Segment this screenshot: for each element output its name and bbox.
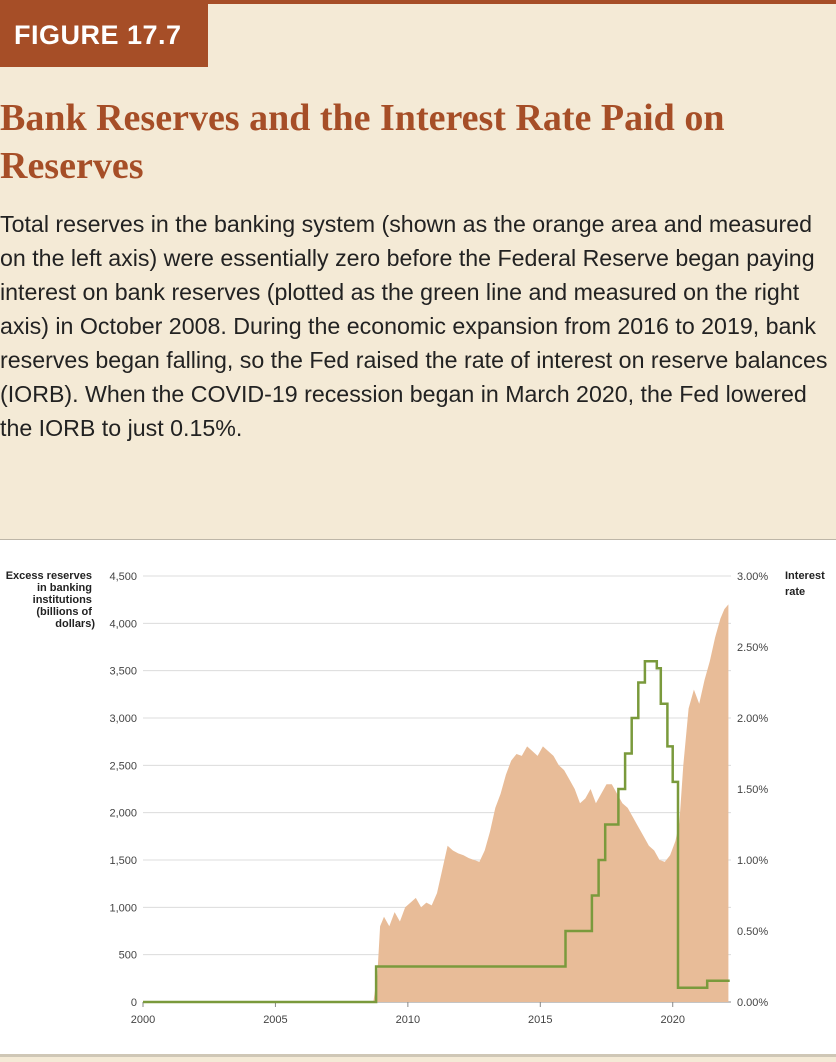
y-left-tick-label: 2,500 <box>109 760 137 772</box>
y-left-tick-label: 500 <box>119 950 137 962</box>
figure-title: Bank Reserves and the Interest Rate Paid… <box>0 97 725 187</box>
tick-labels: 0 500 1,000 1,500 2,000 2,500 3,000 3,500 4,000 4… <box>109 571 768 1026</box>
x-tick-label: 2020 <box>660 1014 684 1026</box>
y-right-tick-label: 2.50% <box>737 642 768 654</box>
y-right-tick-label: 3.00% <box>737 571 768 583</box>
x-tick-label: 2010 <box>396 1014 420 1026</box>
x-tick-label: 2000 <box>131 1014 155 1026</box>
y-left-tick-label: 3,500 <box>109 666 137 678</box>
y-left-tick-label: 1,500 <box>109 855 137 867</box>
top-rule <box>0 0 836 4</box>
x-tick-label: 2015 <box>528 1014 552 1026</box>
y-right-tick-label: 1.00% <box>737 855 768 867</box>
reserves-area-layer <box>143 604 729 1002</box>
y-left-tick-label: 4,000 <box>109 618 137 630</box>
y-left-axis-label: Excess reserves in banking institutions … <box>6 570 96 630</box>
figure-label: FIGURE 17.7 <box>0 4 208 67</box>
iorb-line <box>143 659 730 1004</box>
chart-panel: 0 500 1,000 1,500 2,000 2,500 3,000 3,500 4,000 4… <box>0 539 836 1057</box>
y-right-tick-label: 0.50% <box>737 926 768 938</box>
y-right-tick-label: 1.50% <box>737 784 768 796</box>
y-left-tick-label: 1,000 <box>109 902 137 914</box>
y-left-tick-label: 0 <box>131 997 137 1009</box>
iorb-line-layer <box>143 659 730 1004</box>
x-tick-label: 2005 <box>263 1014 287 1026</box>
y-left-tick-label: 4,500 <box>109 571 137 583</box>
y-right-tick-label: 2.00% <box>737 713 768 725</box>
figure-description: Total reserves in the banking system (sh… <box>0 211 828 441</box>
chart: 0 500 1,000 1,500 2,000 2,500 3,000 3,500 4,000 4… <box>6 570 828 1026</box>
y-left-tick-label: 3,000 <box>109 713 137 725</box>
y-right-tick-label: 0.00% <box>737 997 768 1009</box>
reserves-area <box>143 604 729 1002</box>
y-left-tick-label: 2,000 <box>109 808 137 820</box>
y-right-axis-label: Interest rate <box>785 570 828 598</box>
